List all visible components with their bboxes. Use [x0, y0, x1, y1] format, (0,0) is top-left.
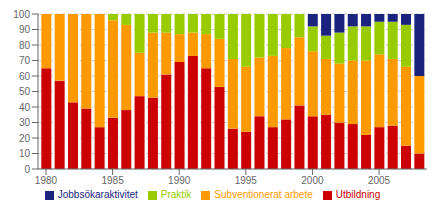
- svg-text:1995: 1995: [235, 175, 258, 186]
- svg-text:90: 90: [19, 24, 31, 35]
- svg-text:10: 10: [19, 148, 31, 159]
- svg-text:70: 70: [19, 55, 31, 66]
- svg-text:1990: 1990: [168, 175, 191, 186]
- svg-text:0: 0: [24, 164, 30, 175]
- html-text:Praktik: Praktik: [160, 189, 192, 200]
- svg-text:2000: 2000: [301, 175, 324, 186]
- svg-text:20: 20: [19, 133, 31, 144]
- html-text:Utbildning: Utbildning: [335, 189, 381, 200]
- svg-text:1980: 1980: [35, 175, 58, 186]
- svg-text:40: 40: [19, 102, 31, 113]
- svg-text:30: 30: [19, 117, 31, 128]
- svg-text:2005: 2005: [368, 175, 391, 186]
- html-text:Subventionerat arbete: Subventionerat arbete: [214, 189, 313, 200]
- svg-text:80: 80: [19, 40, 31, 51]
- svg-text:100: 100: [13, 9, 30, 20]
- html-text:Jobbsökaraktivitet: Jobbsökaraktivitet: [57, 189, 138, 200]
- svg-text:50: 50: [19, 86, 31, 97]
- svg-text:60: 60: [19, 71, 31, 82]
- svg-text:1985: 1985: [101, 175, 124, 186]
